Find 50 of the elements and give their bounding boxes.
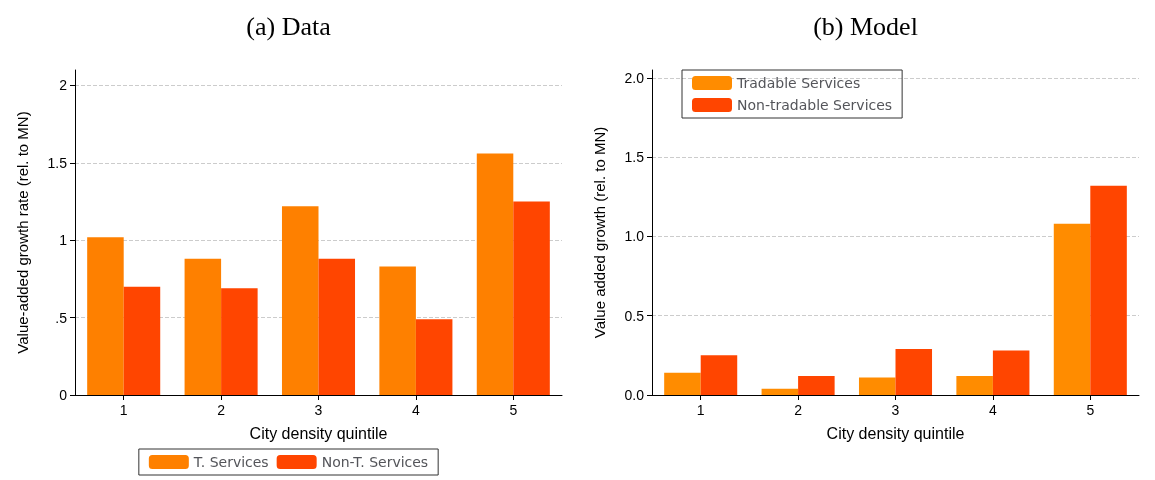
bar [379,266,416,395]
bar [956,375,993,395]
y-tick-label: 1.0 [624,228,645,245]
bar [123,286,161,395]
bar [1053,223,1091,395]
bar [318,258,356,395]
y-tick-label: 0.5 [624,307,645,324]
bar [415,319,453,395]
y-tick-label: 2 [59,77,68,94]
legend-label: T. Services [192,454,269,470]
chart-title: (b) Model [813,11,918,41]
bar [87,237,124,395]
bar [761,388,799,395]
x-tick-label: 5 [1086,402,1095,418]
y-tick-label: 1.5 [47,154,68,171]
bar [895,349,933,395]
x-tick-label: 4 [989,402,997,418]
bar [1090,185,1127,395]
x-axis-title: City density quintile [249,424,388,442]
y-tick-label: 2.0 [624,69,645,86]
x-axis-title: City density quintile [826,424,965,442]
x-tick-label: 3 [891,402,900,418]
y-tick-label: 1.5 [624,149,645,166]
y-tick-label: 0 [59,387,68,403]
legend-label: Non-T. Services [321,454,429,470]
chart-title: (a) Data [246,11,332,41]
x-tick-label: 1 [696,402,705,418]
x-tick-label: 2 [794,402,803,418]
bar [184,258,222,395]
x-tick-label: 3 [314,402,323,418]
bar [221,288,258,395]
y-tick-label: .5 [55,309,68,326]
bar [858,377,896,395]
bar [664,372,701,395]
x-tick-label: 1 [119,402,128,418]
legend-label: Non-tradable Services [737,97,893,113]
x-tick-label: 4 [412,402,420,418]
x-tick-label: 2 [217,402,226,418]
bar [700,355,738,395]
y-axis-title: Value added growth (rel. to MN) [591,126,608,339]
x-tick-label: 5 [509,402,518,418]
legend-label: Tradable Services [736,75,861,91]
bar [798,375,835,395]
bar [281,206,319,395]
y-tick-label: 0.0 [624,387,645,403]
y-axis-title: Value-added growth rate (rel. to MN) [14,111,31,354]
bar [476,153,514,395]
y-tick-label: 1 [59,232,68,249]
bar [513,201,550,395]
bar [992,350,1030,395]
